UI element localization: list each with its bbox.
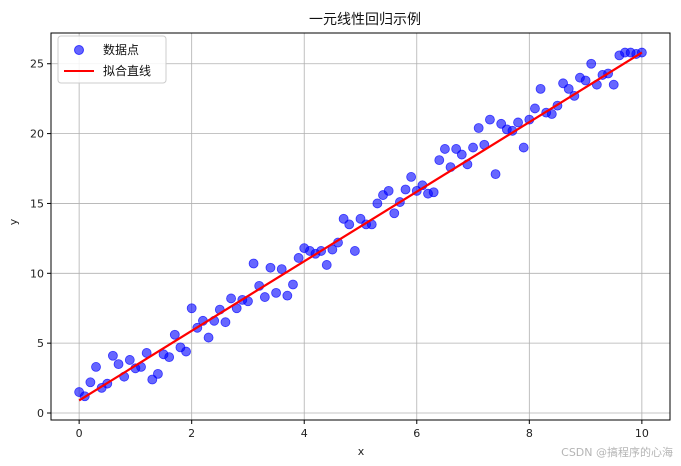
data-point [282,290,293,301]
data-point [85,377,96,388]
data-point [288,279,298,290]
data-point [490,169,501,180]
series-layer [74,47,647,402]
data-point [406,172,417,182]
data-point [276,264,287,275]
data-point [389,208,400,219]
data-point [169,329,180,340]
data-point [113,359,124,370]
data-point [608,79,619,90]
x-tick-label: 0 [76,427,83,440]
ticks: 0 2 4 6 8 10 0 5 10 15 20 25 [30,58,649,440]
data-point [108,350,118,361]
data-point [349,246,360,256]
x-tick-label: 10 [635,427,649,440]
data-point [248,258,259,269]
data-point [485,114,495,125]
data-point [293,253,304,263]
data-point [513,117,523,128]
data-point [181,346,191,357]
y-tick-label: 10 [30,267,44,280]
x-tick-label: 4 [301,427,308,440]
y-tick-label: 15 [30,197,44,210]
data-point [546,109,557,119]
data-point [344,219,355,230]
y-tick-label: 20 [30,128,44,141]
data-point [203,332,214,343]
legend-label-line: 拟合直线 [103,63,151,78]
data-point [456,149,467,160]
x-axis-label: x [358,445,365,458]
data-point [586,58,597,69]
legend-marker-scatter [74,45,84,55]
data-point [124,355,135,365]
chart-title: 一元线性回归示例 [309,11,421,28]
data-point [580,75,591,86]
y-tick-label: 5 [37,337,44,350]
data-point [428,187,439,198]
x-tick-label: 8 [526,427,533,440]
y-tick-label: 25 [30,58,44,71]
y-axis-label: y [7,218,20,225]
data-point [321,260,332,270]
data-point [434,155,445,166]
x-tick-label: 6 [413,427,420,440]
legend: 数据点 拟合直线 [57,35,167,84]
data-point [153,368,163,379]
data-point [226,293,236,304]
data-point [91,362,101,372]
data-point [372,198,383,209]
x-tick-label: 2 [188,427,195,440]
data-point [468,142,478,153]
data-point [186,303,197,314]
data-point [164,352,175,363]
data-point [400,184,411,195]
data-point [220,317,231,328]
data-point [271,287,281,298]
plot-frame [50,32,671,421]
watermark: CSDN @搞程序的心海 [561,446,673,459]
fit-line [78,51,643,402]
data-point [440,144,450,154]
data-point [473,123,484,133]
data-point [518,142,529,153]
data-point [535,83,546,94]
legend-label-scatter: 数据点 [103,42,139,57]
data-point [563,83,574,94]
data-point [383,185,394,196]
data-point [259,292,270,302]
data-point [265,262,276,273]
y-tick-label: 0 [37,407,44,420]
data-point [530,103,540,114]
